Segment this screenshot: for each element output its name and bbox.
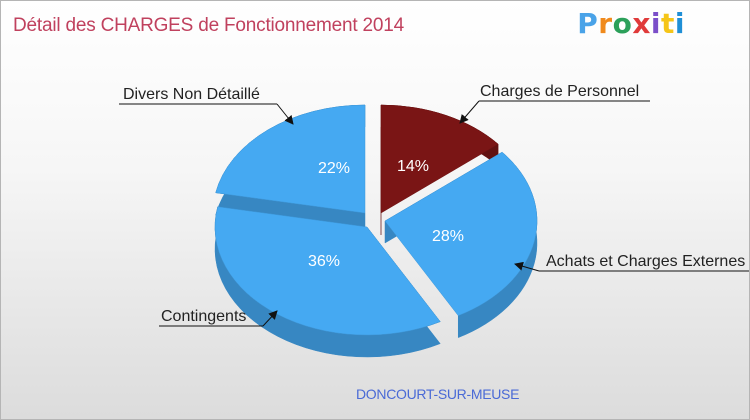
callout-arrow [514,261,540,272]
location-label: DONCOURT-SUR-MEUSE [356,386,520,402]
slice-percent-label: 22% [318,160,350,177]
slice-percent-label: 36% [308,253,340,270]
callout-arrow [276,103,294,125]
slice-top[interactable] [384,151,538,316]
slice-percent-label: 28% [432,228,464,245]
logo-letter: t [661,7,675,40]
slice-percent-label: 14% [397,158,429,175]
logo-letter: i [650,7,661,40]
callout-arrow [459,100,480,124]
slice-name-label: Charges de Personnel [480,83,639,100]
logo-letter: i [674,7,685,40]
logo-letter: x [632,7,651,40]
proxiti-logo[interactable]: Proxiti [577,7,685,47]
slice-top[interactable] [380,104,499,214]
logo-letter: P [577,7,599,40]
slice-name-label: Divers Non Détaillé [123,86,260,103]
logo-letter: r [598,7,613,40]
slice-name-label: Achats et Charges Externes [546,253,745,270]
slice-top[interactable] [215,104,366,214]
callout-arrow [262,310,278,327]
logo-letter: o [612,7,633,40]
slice-name-label: Contingents [161,308,246,325]
chart-title: Détail des CHARGES de Fonctionnement 201… [13,15,405,36]
